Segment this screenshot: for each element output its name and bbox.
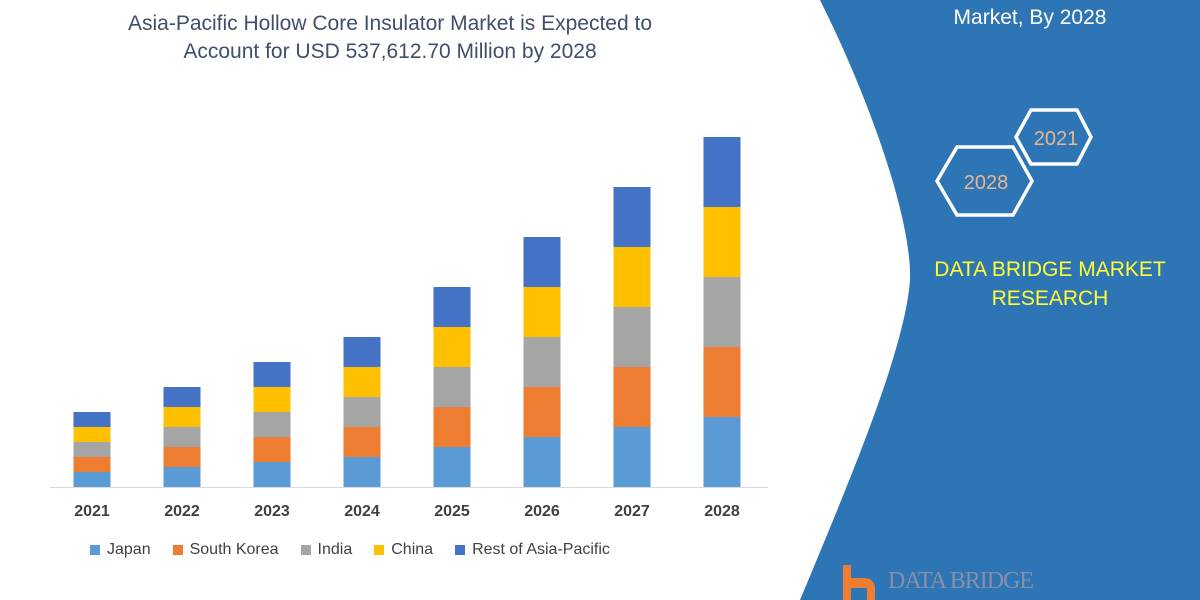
hex-year-2028: 2028 — [964, 172, 1009, 194]
bar-2021-japan — [73, 472, 111, 487]
title-line-2: Account for USD 537,612.70 Million by 20… — [183, 40, 597, 63]
brand-line-2: RESEARCH — [991, 287, 1109, 310]
bar-2027-rest-of-asia-pacific — [613, 187, 651, 247]
bar-2021-india — [73, 442, 111, 457]
chart-title: Asia-Pacific Hollow Core Insulator Marke… — [60, 10, 720, 66]
hexagon-2028: 2028 — [934, 145, 1035, 217]
bar-2025-china — [433, 327, 471, 367]
bar-2027-south-korea — [613, 367, 651, 427]
bar-2024-india — [343, 397, 381, 427]
hexagon-2021: 2021 — [1013, 108, 1093, 166]
bar-2028-south-korea — [703, 347, 741, 417]
legend-item: Rest of Asia-Pacific — [455, 541, 610, 559]
legend-label: South Korea — [189, 541, 279, 558]
bar-2021-south-korea — [73, 457, 111, 472]
bar-2022-japan — [163, 467, 201, 487]
legend-item: South Korea — [172, 541, 279, 559]
x-tick-label: 2022 — [164, 503, 200, 520]
bar-2025-japan — [433, 447, 471, 487]
bar-2023-india — [253, 412, 291, 437]
bar-2026-south-korea — [523, 387, 561, 437]
legend-item: India — [300, 541, 353, 559]
bar-2027-india — [613, 307, 651, 367]
x-tick-label: 2028 — [704, 503, 740, 520]
x-tick-label: 2024 — [344, 503, 380, 520]
bar-2026-rest-of-asia-pacific — [523, 237, 561, 287]
bar-2026-india — [523, 337, 561, 387]
x-tick-label: 2021 — [74, 503, 110, 520]
legend-label: India — [317, 541, 353, 558]
legend-swatch — [455, 545, 466, 555]
bar-2022-china — [163, 407, 201, 427]
bars — [73, 137, 741, 487]
bar-2025-south-korea — [433, 407, 471, 447]
legend-label: Rest of Asia-Pacific — [472, 541, 610, 558]
bar-2028-rest-of-asia-pacific — [703, 137, 741, 207]
bar-2023-china — [253, 387, 291, 412]
bar-2023-south-korea — [253, 437, 291, 462]
bar-2023-japan — [253, 462, 291, 487]
x-tick-label: 2027 — [614, 503, 650, 520]
bar-2021-china — [73, 427, 111, 442]
bar-2025-rest-of-asia-pacific — [433, 287, 471, 327]
legend-swatch — [374, 545, 385, 555]
bar-2022-rest-of-asia-pacific — [163, 387, 201, 407]
bar-2026-china — [523, 287, 561, 337]
bar-2028-japan — [703, 417, 741, 487]
hex-year-2021: 2021 — [1034, 128, 1079, 150]
x-tick-label: 2026 — [524, 503, 560, 520]
bar-2024-south-korea — [343, 427, 381, 457]
bar-2028-china — [703, 207, 741, 277]
logo-icon — [843, 565, 875, 600]
x-tick-label: 2023 — [254, 503, 290, 520]
legend-swatch — [90, 545, 100, 555]
legend-swatch — [300, 545, 311, 555]
bar-2022-india — [163, 427, 201, 447]
legend: Japan South Korea India China Rest of Asia-P… — [90, 541, 610, 559]
x-tick-label: 2025 — [434, 503, 470, 520]
legend-item: Japan — [90, 541, 151, 559]
bar-2026-japan — [523, 437, 561, 487]
bar-2027-japan — [613, 427, 651, 487]
logo-text: DATA BRIDGE — [888, 568, 1034, 594]
bar-2027-china — [613, 247, 651, 307]
bar-2025-india — [433, 367, 471, 407]
brand-name: DATA BRIDGE MARKET RESEARCH — [900, 255, 1200, 313]
bar-2022-south-korea — [163, 447, 201, 467]
title-line-1: Asia-Pacific Hollow Core Insulator Marke… — [127, 12, 653, 35]
bar-2024-china — [343, 367, 381, 397]
bar-2024-rest-of-asia-pacific — [343, 337, 381, 367]
legend-label: Japan — [107, 541, 151, 558]
bar-2021-rest-of-asia-pacific — [73, 412, 111, 427]
side-panel — [800, 0, 1200, 600]
bar-2028-india — [703, 277, 741, 347]
bar-2024-japan — [343, 457, 381, 487]
legend-swatch — [172, 545, 183, 555]
bar-2023-rest-of-asia-pacific — [253, 362, 291, 387]
legend-item: China — [374, 541, 433, 559]
side-panel-title: Market, By 2028 — [953, 6, 1107, 29]
legend-label: China — [391, 541, 434, 558]
brand-line-1: DATA BRIDGE MARKET — [934, 258, 1166, 281]
